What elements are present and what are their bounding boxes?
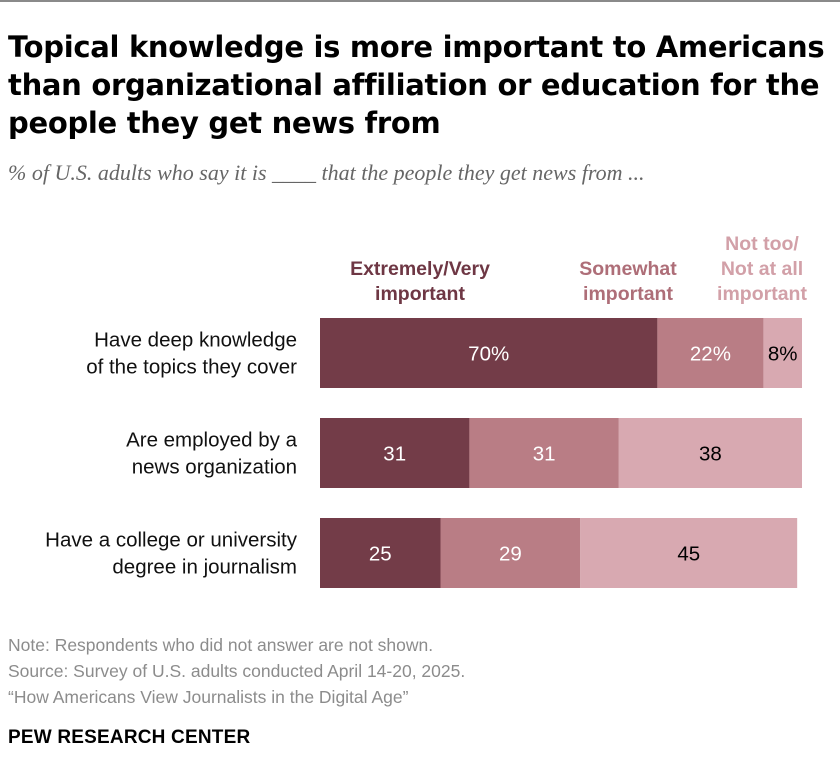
top-rule xyxy=(0,0,840,2)
category-label: degree in journalism xyxy=(112,556,297,579)
bar-value-label: 22% xyxy=(690,343,731,366)
bar-somewhat xyxy=(657,318,764,388)
category-label: Have deep knowledge xyxy=(94,329,297,352)
category-label: of the topics they cover xyxy=(86,356,297,379)
category-label: news organization xyxy=(132,456,297,479)
chart-subtitle: % of U.S. adults who say it is ____ that… xyxy=(8,160,645,185)
bar-value-label: 8% xyxy=(768,343,798,366)
bar-value-label: 31 xyxy=(383,443,406,466)
notes: Note: Respondents who did not answer are… xyxy=(8,632,465,710)
bar-value-label: 29 xyxy=(499,543,522,566)
series-header-not-too: Not too/ xyxy=(725,233,799,255)
bar-value-label: 70% xyxy=(468,343,509,366)
bar-extremely xyxy=(320,418,470,488)
bar-extremely xyxy=(320,518,441,588)
bar-not-too xyxy=(618,418,802,488)
series-header-not-too: important xyxy=(717,283,807,305)
series-header-somewhat: important xyxy=(583,283,673,305)
report-title: “How Americans View Journalists in the D… xyxy=(8,687,409,707)
note-text: Note: Respondents who did not answer are… xyxy=(8,635,434,655)
bar-somewhat xyxy=(469,418,619,488)
bar-somewhat xyxy=(440,518,581,588)
bar-value-label: 38 xyxy=(699,443,722,466)
series-header-extremely: Extremely/Very xyxy=(350,258,490,280)
bar-extremely xyxy=(320,318,658,388)
bar-value-label: 45 xyxy=(677,543,700,566)
series-header-extremely: important xyxy=(375,283,465,305)
series-header-somewhat: Somewhat xyxy=(579,258,677,280)
source-text: Source: Survey of U.S. adults conducted … xyxy=(8,661,466,681)
series-header-not-too: Not at all xyxy=(721,258,803,280)
bar-value-label: 31 xyxy=(533,443,556,466)
bar-not-too xyxy=(763,318,802,388)
category-label: Have a college or university xyxy=(45,529,298,552)
bar-value-label: 25 xyxy=(369,543,392,566)
bar-not-too xyxy=(580,518,798,588)
chart-title: Topical knowledge is more important to A… xyxy=(8,30,825,140)
category-label: Are employed by a xyxy=(126,429,298,452)
stacked-bar-chart: Extremely/Very important Somewhat important… xyxy=(45,233,807,588)
source-org: PEW RESEARCH CENTER xyxy=(8,727,251,748)
